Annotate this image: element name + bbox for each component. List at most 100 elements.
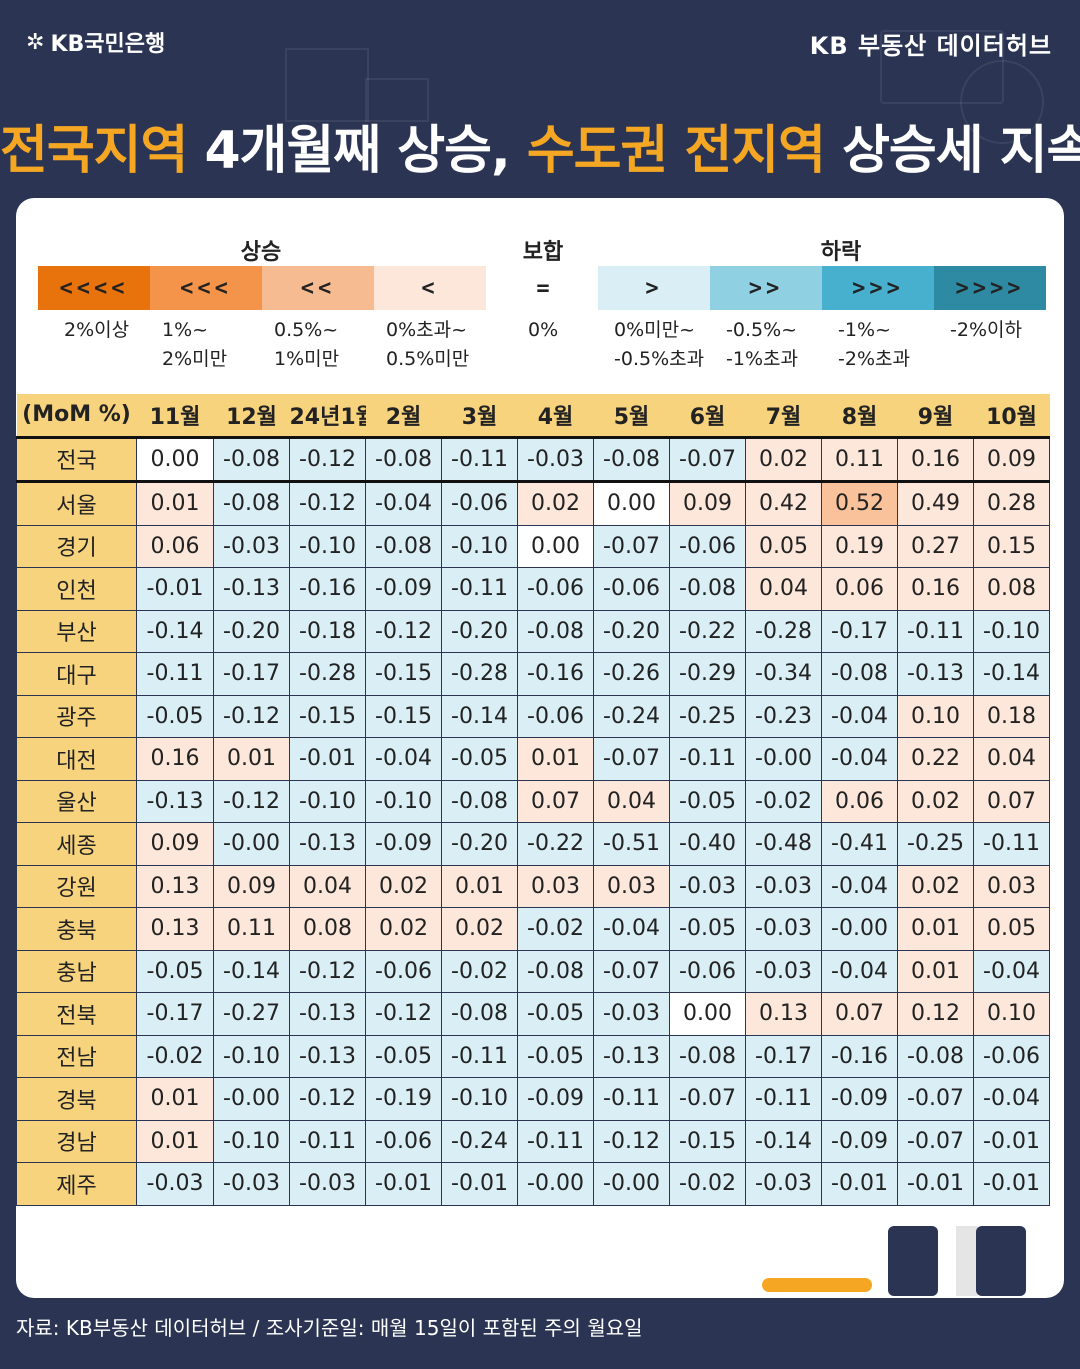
table-cell: -0.12 (289, 481, 366, 526)
table-cell: -0.24 (593, 694, 670, 738)
legend-label-line1: 1%~ (162, 319, 209, 341)
legend-label: 2%이상 (64, 316, 129, 345)
table-cell: -0.22 (669, 609, 746, 653)
table-cell: -0.06 (669, 949, 746, 993)
table-cell: -0.11 (973, 822, 1050, 866)
table-cell: -0.13 (136, 779, 214, 823)
legend-label-line1: 2%이상 (64, 319, 130, 341)
table-cell: 0.28 (973, 481, 1050, 526)
table-cell: 0.09 (973, 435, 1050, 483)
page-card-dark-2 (976, 1226, 1026, 1296)
decorative-building (365, 78, 429, 122)
table-cell: 0.01 (136, 481, 214, 526)
region-name: 인천 (16, 567, 137, 611)
legend-swatch: <<<< (38, 266, 150, 310)
table-cell: -0.12 (365, 992, 442, 1036)
column-header: 10월 (973, 394, 1050, 437)
table-cell: -0.16 (289, 567, 366, 611)
table-cell: 0.04 (593, 779, 670, 823)
table-cell: -0.00 (593, 1162, 670, 1206)
table-cell: -0.12 (213, 694, 290, 738)
logo-text: KB국민은행 (50, 32, 166, 57)
table-corner-label: (MoM %) (16, 394, 137, 437)
region-name: 광주 (16, 694, 137, 738)
table-row: 부산 -0.14 -0.20 -0.18 -0.12 -0.20 -0.08 -0.20 -0.… (16, 609, 1050, 653)
region-name: 부산 (16, 609, 137, 653)
table-cell: 0.00 (669, 992, 746, 1036)
table-cell: -0.03 (745, 1162, 822, 1206)
table-row: 서울 0.01 -0.08 -0.12 -0.04 -0.06 0.02 0.00 0.09 0.… (16, 481, 1050, 526)
table-cell: 0.01 (136, 1077, 214, 1121)
table-cell: -0.02 (441, 949, 518, 993)
table-cell: -0.11 (136, 652, 214, 696)
table-cell: -0.17 (213, 652, 290, 696)
table-cell: -0.13 (897, 652, 974, 696)
region-name: 대구 (16, 652, 137, 696)
legend-swatch: = (490, 266, 600, 310)
table-cell: -0.01 (289, 737, 366, 781)
table-cell: -0.20 (441, 822, 518, 866)
column-header: 12월 (213, 394, 290, 437)
table-cell: -0.06 (593, 567, 670, 611)
table-cell: 0.19 (821, 524, 898, 568)
decorative-building (285, 48, 369, 122)
table-cell: -0.08 (441, 779, 518, 823)
table-cell: -0.08 (821, 652, 898, 696)
table-cell: 0.11 (213, 907, 290, 951)
legend-label-line1: 0% (528, 319, 559, 341)
table-cell: 0.09 (669, 481, 746, 526)
table-cell: -0.12 (593, 1119, 670, 1163)
table-cell: 0.06 (821, 779, 898, 823)
table-cell: -0.01 (365, 1162, 442, 1206)
legend-label: 0%미만~ -0.5%초과 (614, 316, 704, 374)
table-cell: -0.11 (669, 737, 746, 781)
table-cell: -0.02 (136, 1034, 214, 1078)
table-cell: -0.26 (593, 652, 670, 696)
table-cell: 0.05 (745, 524, 822, 568)
table-cell: 0.07 (821, 992, 898, 1036)
table-cell: -0.14 (136, 609, 214, 653)
table-cell: -0.13 (213, 567, 290, 611)
page-card-light (956, 1226, 978, 1296)
kb-bank-logo: ✲ KB국민은행 (26, 26, 165, 58)
table-cell: 0.02 (517, 481, 594, 526)
brand-name: KB 부동산 데이터허브 (809, 32, 1052, 60)
table-row: 대구 -0.11 -0.17 -0.28 -0.15 -0.28 -0.16 -0.26 -0.… (16, 652, 1050, 696)
table-cell: -0.22 (517, 822, 594, 866)
table-cell: 0.52 (821, 481, 898, 526)
table-cell: -0.05 (517, 992, 594, 1036)
table-cell: -0.06 (365, 949, 442, 993)
table-cell: -0.15 (669, 1119, 746, 1163)
table-cell: -0.03 (745, 949, 822, 993)
table-cell: -0.10 (213, 1034, 290, 1078)
table-cell: -0.10 (441, 1077, 518, 1121)
table-cell: -0.08 (517, 609, 594, 653)
table-cell: -0.41 (821, 822, 898, 866)
legend-label-line1: 0%미만~ (614, 319, 696, 341)
table-cell: -0.10 (441, 524, 518, 568)
table-cell: -0.14 (213, 949, 290, 993)
table-cell: -0.12 (213, 779, 290, 823)
table-row: 세종 0.09 -0.00 -0.13 -0.09 -0.20 -0.22 -0.51 -0.4… (16, 822, 1050, 866)
column-header: 7월 (745, 394, 822, 437)
table-cell: -0.08 (897, 1034, 974, 1078)
table-cell: -0.08 (213, 435, 290, 483)
table-cell: -0.02 (745, 779, 822, 823)
table-cell: -0.20 (593, 609, 670, 653)
table-cell: 0.08 (289, 907, 366, 951)
table-cell: -0.00 (213, 1077, 290, 1121)
table-row: 충북 0.13 0.11 0.08 0.02 0.02 -0.02 -0.04 -0.05 -0.… (16, 907, 1050, 951)
page-card-dark (888, 1226, 938, 1296)
table-cell: -0.07 (593, 524, 670, 568)
table-cell: 0.05 (973, 907, 1050, 951)
table-cell: -0.08 (669, 1034, 746, 1078)
title-text-1: 4개월째 상승, (187, 121, 527, 181)
table-cell: -0.10 (213, 1119, 290, 1163)
table-cell: -0.06 (365, 1119, 442, 1163)
table-cell: 0.00 (136, 435, 214, 483)
legend-swatch: <<< (150, 266, 262, 310)
column-header: 3월 (441, 394, 518, 437)
table-cell: -0.04 (593, 907, 670, 951)
table-cell: 0.16 (897, 435, 974, 483)
table-cell: -0.08 (669, 567, 746, 611)
